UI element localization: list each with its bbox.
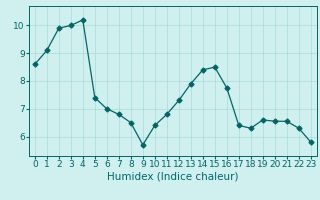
X-axis label: Humidex (Indice chaleur): Humidex (Indice chaleur) — [107, 172, 238, 182]
